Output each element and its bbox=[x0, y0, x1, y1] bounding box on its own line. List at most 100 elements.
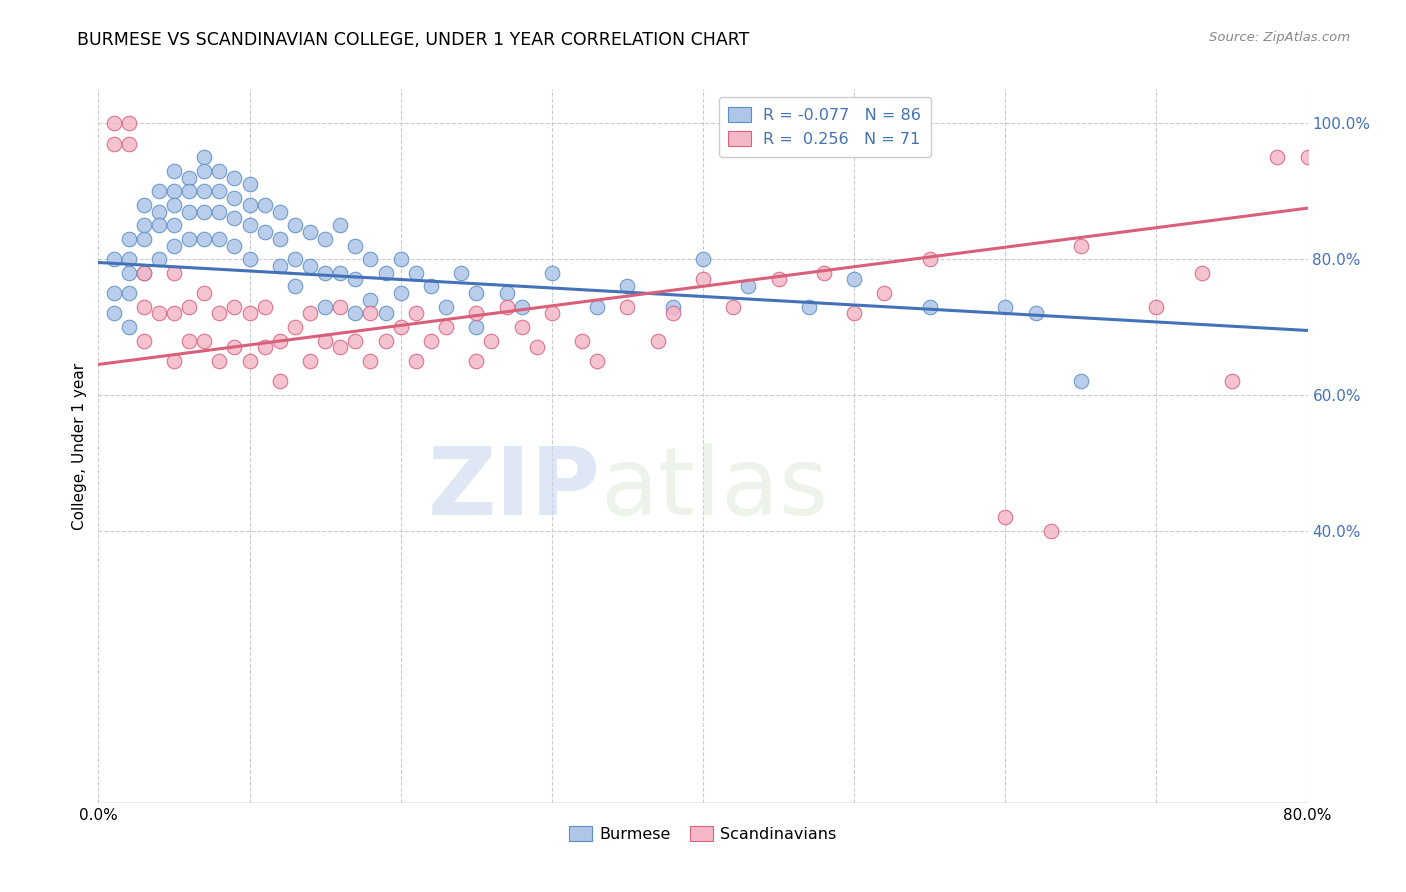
Point bbox=[360, 293, 382, 307]
Point bbox=[434, 300, 457, 314]
Point bbox=[374, 306, 396, 320]
Point bbox=[239, 306, 262, 320]
Point bbox=[465, 354, 488, 368]
Point bbox=[586, 354, 609, 368]
Text: BURMESE VS SCANDINAVIAN COLLEGE, UNDER 1 YEAR CORRELATION CHART: BURMESE VS SCANDINAVIAN COLLEGE, UNDER 1… bbox=[77, 31, 749, 49]
Point bbox=[314, 300, 336, 314]
Point bbox=[118, 116, 141, 130]
Point bbox=[118, 136, 141, 151]
Point bbox=[239, 354, 262, 368]
Point bbox=[269, 232, 291, 246]
Point bbox=[420, 334, 443, 348]
Point bbox=[495, 286, 517, 301]
Point bbox=[253, 225, 276, 239]
Point bbox=[193, 286, 215, 301]
Point bbox=[844, 306, 866, 320]
Point bbox=[420, 279, 443, 293]
Point bbox=[813, 266, 835, 280]
Point bbox=[103, 286, 125, 301]
Point bbox=[299, 306, 322, 320]
Point bbox=[329, 341, 352, 355]
Point bbox=[132, 198, 155, 212]
Point bbox=[224, 238, 246, 252]
Point bbox=[616, 300, 638, 314]
Point bbox=[737, 279, 759, 293]
Point bbox=[389, 286, 412, 301]
Point bbox=[163, 266, 186, 280]
Point bbox=[344, 272, 367, 286]
Point bbox=[163, 198, 186, 212]
Point bbox=[148, 252, 170, 266]
Point bbox=[132, 300, 155, 314]
Point bbox=[103, 136, 125, 151]
Point bbox=[118, 266, 141, 280]
Point bbox=[918, 300, 941, 314]
Point bbox=[510, 320, 533, 334]
Point bbox=[163, 306, 186, 320]
Point bbox=[284, 218, 307, 232]
Point bbox=[1024, 306, 1046, 320]
Point bbox=[284, 279, 307, 293]
Point bbox=[208, 204, 231, 219]
Point bbox=[269, 259, 291, 273]
Point bbox=[179, 334, 201, 348]
Point bbox=[344, 238, 367, 252]
Point bbox=[405, 354, 427, 368]
Point bbox=[224, 341, 246, 355]
Point bbox=[284, 320, 307, 334]
Point bbox=[374, 334, 396, 348]
Point bbox=[1372, 184, 1395, 198]
Point bbox=[526, 341, 548, 355]
Point bbox=[148, 218, 170, 232]
Point bbox=[239, 178, 262, 192]
Point bbox=[360, 306, 382, 320]
Point bbox=[208, 184, 231, 198]
Point bbox=[132, 232, 155, 246]
Point bbox=[873, 286, 896, 301]
Point bbox=[299, 259, 322, 273]
Point bbox=[465, 306, 488, 320]
Point bbox=[918, 252, 941, 266]
Point bbox=[481, 334, 503, 348]
Point bbox=[193, 334, 215, 348]
Point bbox=[994, 300, 1017, 314]
Point bbox=[314, 266, 336, 280]
Point bbox=[661, 306, 683, 320]
Point bbox=[269, 204, 291, 219]
Point bbox=[797, 300, 820, 314]
Point bbox=[224, 211, 246, 226]
Point bbox=[132, 218, 155, 232]
Point bbox=[540, 306, 562, 320]
Point bbox=[193, 150, 215, 164]
Point bbox=[510, 300, 533, 314]
Point bbox=[723, 300, 745, 314]
Point bbox=[269, 375, 291, 389]
Point bbox=[299, 354, 322, 368]
Point bbox=[495, 300, 517, 314]
Point bbox=[239, 198, 262, 212]
Y-axis label: College, Under 1 year: College, Under 1 year bbox=[72, 362, 87, 530]
Point bbox=[374, 266, 396, 280]
Point bbox=[1220, 375, 1243, 389]
Point bbox=[208, 306, 231, 320]
Text: atlas: atlas bbox=[600, 442, 828, 535]
Point bbox=[329, 300, 352, 314]
Point bbox=[132, 266, 155, 280]
Point bbox=[1296, 150, 1319, 164]
Point bbox=[148, 184, 170, 198]
Point bbox=[844, 272, 866, 286]
Point bbox=[163, 218, 186, 232]
Point bbox=[1327, 218, 1350, 232]
Point bbox=[1267, 150, 1289, 164]
Point bbox=[692, 272, 714, 286]
Point bbox=[314, 334, 336, 348]
Point bbox=[132, 334, 155, 348]
Point bbox=[163, 354, 186, 368]
Point bbox=[118, 232, 141, 246]
Point bbox=[314, 232, 336, 246]
Text: ZIP: ZIP bbox=[427, 442, 600, 535]
Point bbox=[284, 252, 307, 266]
Point bbox=[389, 252, 412, 266]
Point bbox=[193, 204, 215, 219]
Point bbox=[179, 204, 201, 219]
